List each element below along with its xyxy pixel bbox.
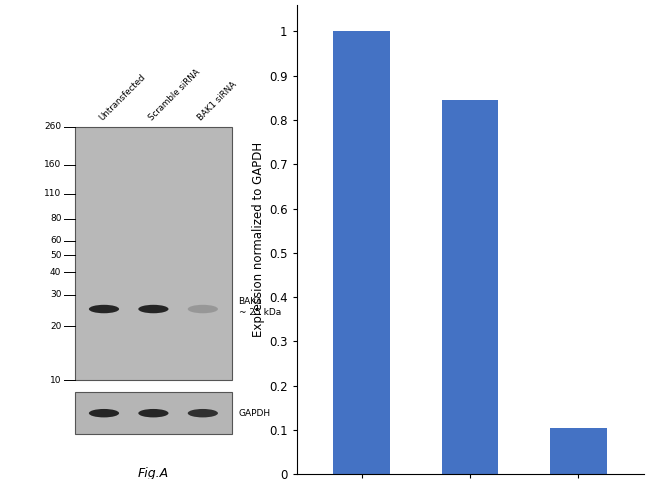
Text: 40: 40	[50, 268, 61, 277]
Text: 110: 110	[44, 189, 61, 198]
Text: 10: 10	[50, 376, 61, 385]
Text: 50: 50	[50, 251, 61, 260]
Bar	[442, 100, 499, 474]
Text: BAK1
~ 25 kDa: BAK1 ~ 25 kDa	[239, 297, 281, 317]
Text: GAPDH: GAPDH	[239, 409, 270, 418]
Bar	[75, 127, 231, 380]
Ellipse shape	[188, 409, 218, 417]
Ellipse shape	[138, 305, 168, 313]
Text: 20: 20	[50, 322, 61, 331]
Ellipse shape	[138, 409, 168, 417]
Text: Scramble siRNA: Scramble siRNA	[147, 67, 202, 122]
Bar	[75, 392, 231, 434]
Ellipse shape	[89, 305, 119, 313]
Text: 260: 260	[44, 122, 61, 131]
Bar	[551, 428, 606, 474]
Text: 80: 80	[50, 214, 61, 223]
Bar	[333, 31, 390, 474]
Y-axis label: Expression normalized to GAPDH: Expression normalized to GAPDH	[252, 142, 265, 337]
Text: 60: 60	[50, 237, 61, 245]
Text: Fig.A: Fig.A	[138, 467, 169, 479]
Ellipse shape	[188, 305, 218, 313]
Text: BAK1 siRNA: BAK1 siRNA	[196, 80, 239, 122]
Text: 160: 160	[44, 160, 61, 169]
Ellipse shape	[89, 409, 119, 417]
Text: 30: 30	[50, 290, 61, 299]
Text: Untransfected: Untransfected	[98, 72, 148, 122]
